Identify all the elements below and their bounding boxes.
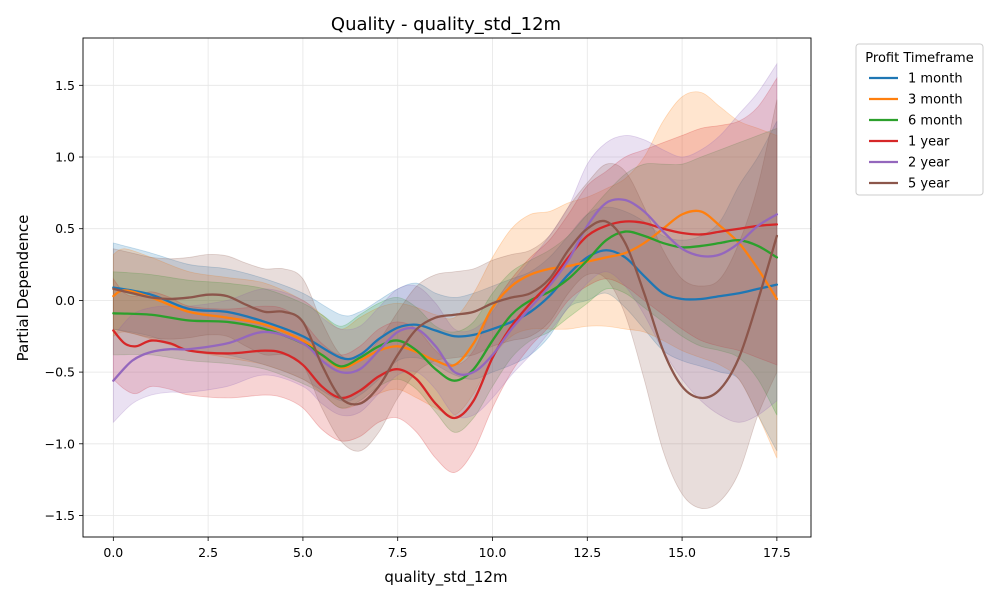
x-tick-label: 2.5 [198,545,218,560]
y-tick-label: 0.5 [55,221,75,236]
series-line-1-year [112,220,779,420]
plot-frame [82,37,812,538]
x-tick-label: 5.0 [293,545,313,560]
x-tick-label: 12.5 [573,545,601,560]
legend-title: Profit Timeframe [865,51,973,66]
x-axis-label: quality_std_12m [384,568,507,587]
legend-label-6-month: 6 month [908,114,963,129]
confidence-band-1-year [112,76,778,473]
x-tick-label: 10.0 [479,545,507,560]
confidence-band-1-month [112,120,778,452]
y-tick-label: −0.5 [45,365,75,380]
y-axis-label: Partial Dependence [14,215,32,362]
legend-box [855,43,984,196]
series-lines [112,198,779,420]
x-tick-label: 17.5 [763,545,791,560]
legend-label-2-year: 2 year [908,156,950,171]
confidence-band-5-year [112,99,778,510]
confidence-band-3-month [112,91,778,459]
x-tick-label: 15.0 [668,545,696,560]
confidence-bands [112,62,778,510]
y-tick-label: 0.0 [55,293,75,308]
grid-layer [83,38,811,537]
axes: 0.0 2.5 5.0 7.5 10.0 12.5 15.0 17.5 −1.5 −1.0 −0.5… [45,78,791,560]
confidence-band-6-month [112,127,778,433]
legend-label-1-month: 1 month [908,72,963,87]
series-line-5-year [112,219,779,406]
legend-label-5-year: 5 year [908,177,950,192]
y-tick-label: −1.0 [45,436,75,451]
legend-items: 1 month 3 month 6 month 1 year 2 year 5 year [869,72,963,192]
x-tick-label: 7.5 [388,545,408,560]
series-line-2-year [112,198,779,382]
legend-label-1-year: 1 year [908,135,950,150]
legend-label-3-month: 3 month [908,93,963,108]
series-line-3-month [112,209,779,370]
x-tick-label: 0.0 [103,545,123,560]
y-tick-label: 1.0 [55,150,75,165]
y-tick-label: −1.5 [45,508,75,523]
y-tick-label: 1.5 [55,78,75,93]
chart-title: Quality - quality_std_12m [331,14,561,35]
